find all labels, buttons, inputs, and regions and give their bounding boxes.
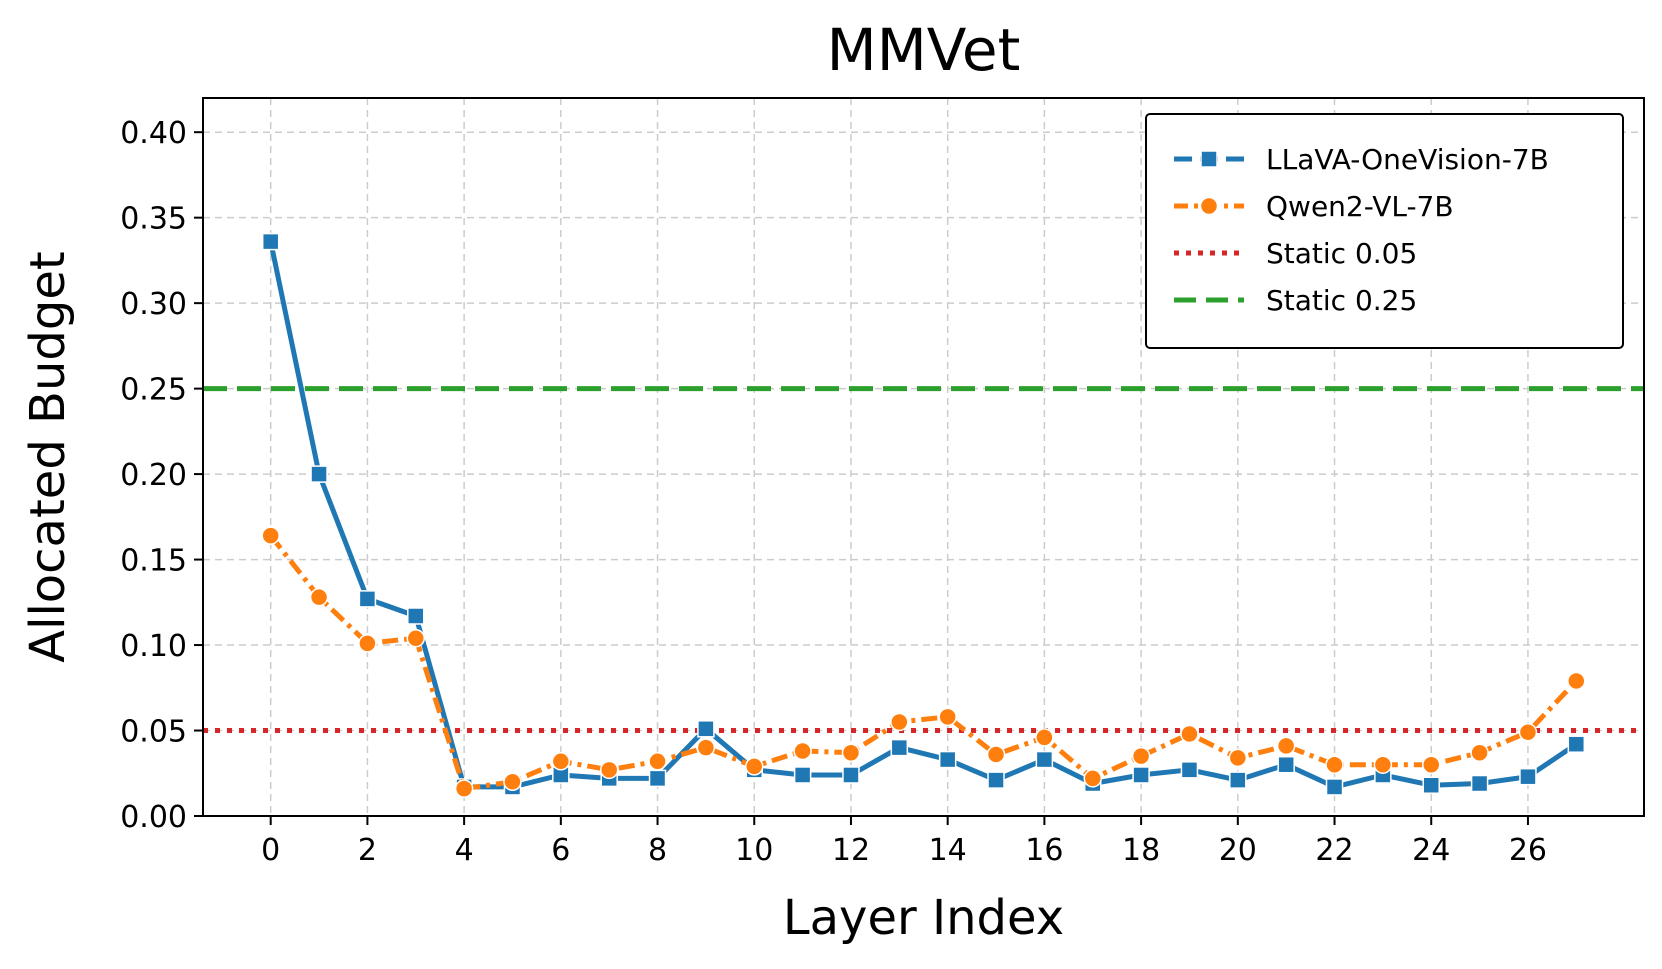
x-tick-label: 24	[1412, 833, 1450, 868]
data-point	[1084, 770, 1101, 787]
data-point	[263, 234, 279, 250]
legend-marker-qwen	[1201, 198, 1218, 215]
data-point	[842, 744, 859, 761]
data-point	[1181, 725, 1198, 742]
y-tick-label: 0.20	[120, 458, 187, 493]
data-point	[359, 635, 376, 652]
x-tick-label: 0	[261, 833, 280, 868]
x-tick-label: 6	[551, 833, 570, 868]
series-qwen2-vl-7b	[262, 527, 1585, 797]
y-axis: 0.00 0.05 0.10 0.15 0.20 0.25 0.30 0.35 0.40	[120, 116, 203, 835]
data-point	[407, 630, 424, 647]
data-point	[1520, 769, 1536, 785]
legend-label-llava: LLaVA-OneVision-7B	[1266, 143, 1549, 176]
data-point	[939, 708, 956, 725]
legend-marker-llava	[1201, 151, 1217, 167]
x-axis-title: Layer Index	[783, 890, 1064, 946]
data-point	[1278, 757, 1294, 773]
data-point	[359, 591, 375, 607]
data-point	[601, 761, 618, 778]
data-point	[1472, 776, 1488, 792]
data-point	[843, 767, 859, 783]
data-point	[697, 739, 714, 756]
legend-label-qwen: Qwen2-VL-7B	[1266, 190, 1454, 223]
data-point	[1374, 756, 1391, 773]
legend-label-static-005: Static 0.05	[1266, 237, 1417, 270]
x-tick-label: 10	[735, 833, 773, 868]
data-point	[311, 466, 327, 482]
data-point	[1036, 729, 1053, 746]
data-point	[988, 746, 1005, 763]
x-tick-label: 16	[1025, 833, 1063, 868]
y-tick-label: 0.35	[120, 202, 187, 237]
chart: MMVet 0 2 4 6 8 10 12 14 16 18 20 22 24 26 0.000.050.…	[0, 0, 1662, 969]
data-point	[311, 589, 328, 606]
y-tick-label: 0.40	[120, 116, 187, 151]
y-tick-label: 0.15	[120, 544, 187, 579]
y-axis-title: Allocated Budget	[20, 251, 76, 662]
y-tick-label: 0.10	[120, 629, 187, 664]
data-point	[891, 713, 908, 730]
data-point	[988, 772, 1004, 788]
x-tick-label: 2	[358, 833, 377, 868]
x-tick-label: 22	[1315, 833, 1353, 868]
data-point	[1423, 777, 1439, 793]
x-tick-label: 4	[455, 833, 474, 868]
x-tick-label: 26	[1509, 833, 1547, 868]
y-tick-label: 0.00	[120, 800, 187, 835]
data-point	[1327, 779, 1343, 795]
data-point	[1471, 744, 1488, 761]
data-point	[1568, 672, 1585, 689]
data-point	[698, 721, 714, 737]
data-point	[1326, 756, 1343, 773]
series-line	[271, 536, 1577, 789]
data-point	[1133, 767, 1149, 783]
data-point	[1230, 772, 1246, 788]
x-tick-label: 14	[929, 833, 967, 868]
data-point	[456, 780, 473, 797]
data-point	[1423, 756, 1440, 773]
x-axis: 0 2 4 6 8 10 12 14 16 18 20 22 24 26	[261, 816, 1547, 868]
legend-label-static-025: Static 0.25	[1266, 284, 1417, 317]
data-point	[1036, 752, 1052, 768]
data-point	[1519, 724, 1536, 741]
x-tick-label: 20	[1219, 833, 1257, 868]
data-point	[1568, 736, 1584, 752]
data-point	[650, 770, 666, 786]
y-tick-label: 0.30	[120, 287, 187, 322]
chart-title: MMVet	[827, 16, 1021, 84]
data-point	[262, 527, 279, 544]
data-point	[891, 740, 907, 756]
data-point	[795, 767, 811, 783]
data-point	[1229, 749, 1246, 766]
data-point	[649, 753, 666, 770]
data-point	[1278, 737, 1295, 754]
y-tick-label: 0.05	[120, 715, 187, 750]
data-point	[552, 753, 569, 770]
data-point	[504, 773, 521, 790]
x-tick-label: 8	[648, 833, 667, 868]
data-point	[746, 758, 763, 775]
data-point	[794, 743, 811, 760]
data-point	[940, 752, 956, 768]
legend: LLaVA-OneVision-7B Qwen2-VL-7B Static 0.…	[1146, 114, 1623, 348]
data-point	[1181, 762, 1197, 778]
x-tick-label: 12	[832, 833, 870, 868]
y-tick-label: 0.25	[120, 373, 187, 408]
x-tick-label: 18	[1122, 833, 1160, 868]
data-point	[408, 608, 424, 624]
data-point	[1133, 748, 1150, 765]
